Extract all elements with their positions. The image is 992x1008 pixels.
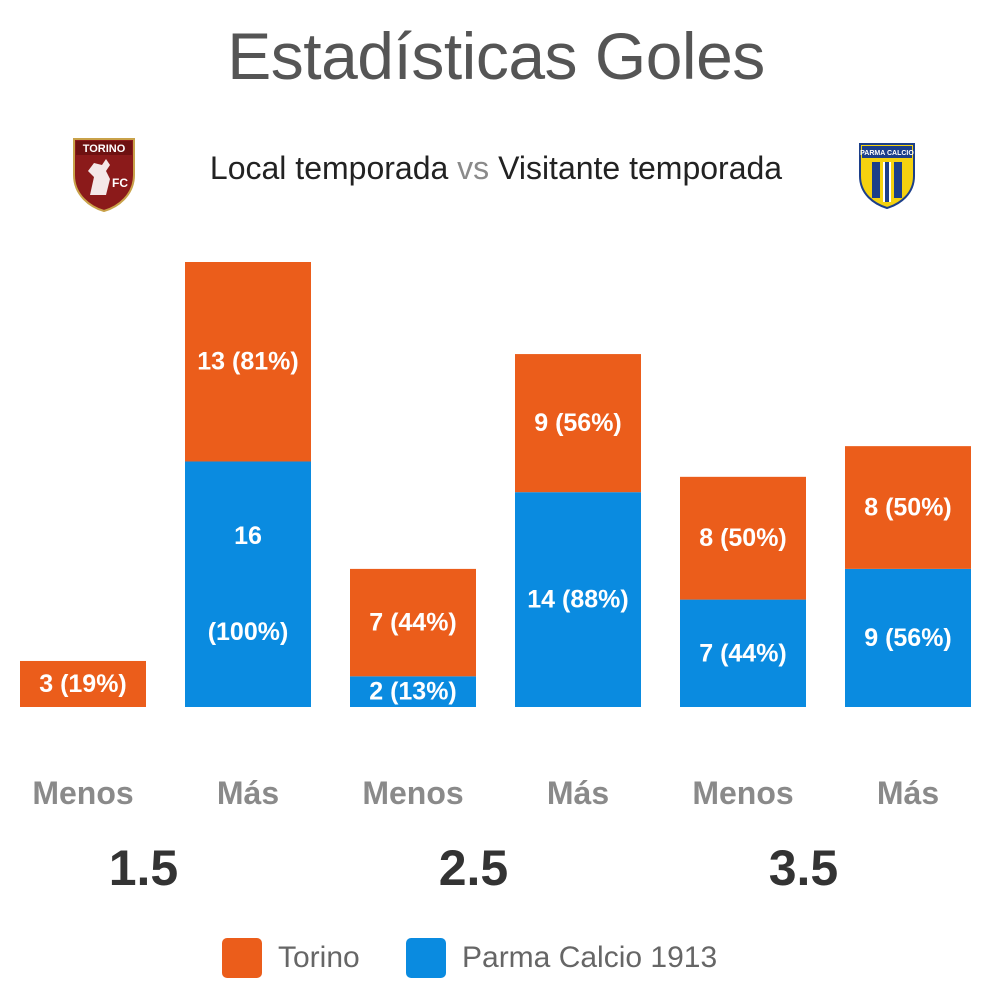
- bar-labels-layer: 3 (19%) 13 (81%) 16 (100%) 7 (44%) 2 (13%) 9 (…: [39, 348, 952, 706]
- bar-label-torino-3: 9 (56%): [534, 409, 622, 437]
- legend-swatch-torino: [222, 938, 262, 978]
- bar-label-torino-4: 8 (50%): [699, 524, 787, 552]
- category-labels-layer: Menos Más Menos Más Menos Más: [32, 775, 939, 811]
- bar-torino-4: [680, 476, 806, 600]
- category-label-0: Menos: [32, 775, 133, 811]
- parma-calcio-crest-icon: PARMA CALCIO: [859, 143, 915, 210]
- chart-subtitle: Local temporada vs Visitante temporada: [0, 150, 992, 187]
- bar-torino-5: [845, 446, 971, 569]
- bar-label-parma-3: 14 (88%): [527, 586, 628, 614]
- legend-label-torino: Torino: [278, 941, 360, 974]
- bar-label-parma-1: 16 (100%): [208, 522, 289, 646]
- bar-label-parma-4: 7 (44%): [699, 639, 787, 667]
- bar-label-parma-5: 9 (56%): [864, 624, 952, 652]
- subtitle-away: Visitante temporada: [498, 150, 783, 186]
- category-label-4: Menos: [692, 775, 793, 811]
- legend: Torino Parma Calcio 1913: [0, 932, 992, 984]
- legend-item-parma: Parma Calcio 1913: [406, 932, 717, 984]
- group-labels-layer: 1.5 2.5 3.5: [109, 840, 839, 896]
- bar-torino-0: [20, 660, 146, 707]
- bar-torino-2: [350, 568, 476, 677]
- parma-crest-text: PARMA CALCIO: [860, 150, 914, 157]
- category-label-3: Más: [547, 775, 609, 811]
- group-label-0: 1.5: [109, 840, 179, 896]
- torino-crest-text: TORINO: [83, 143, 126, 155]
- subtitle-home: Local temporada: [209, 150, 449, 186]
- bar-label-parma-2: 2 (13%): [369, 678, 457, 706]
- bar-parma-3: [515, 492, 641, 707]
- legend-label-parma: Parma Calcio 1913: [462, 941, 718, 974]
- bar-parma-4: [680, 599, 806, 707]
- legend-item-torino: Torino: [222, 932, 360, 984]
- subtitle-vs: vs: [457, 150, 490, 186]
- bar-parma-1: [185, 461, 311, 707]
- bar-torino-3: [515, 354, 641, 493]
- category-label-1: Más: [217, 775, 279, 811]
- group-label-1: 2.5: [439, 840, 509, 896]
- torino-fc-crest-icon: TORINO FC: [73, 138, 135, 213]
- bar-torino-1: [185, 262, 311, 462]
- bar-parma-2: [350, 676, 476, 707]
- legend-swatch-parma: [406, 938, 446, 978]
- stacked-bar-chart: 3 (19%) 13 (81%) 16 (100%) 7 (44%) 2 (13%) 9 (…: [20, 262, 971, 896]
- bars-layer: [20, 262, 971, 707]
- bar-label-torino-2: 7 (44%): [369, 609, 457, 637]
- torino-crest-subtext: FC: [112, 176, 128, 190]
- bar-label-torino-0: 3 (19%): [39, 670, 127, 698]
- category-label-2: Menos: [362, 775, 463, 811]
- group-label-2: 3.5: [769, 840, 839, 896]
- bar-parma-5: [845, 568, 971, 707]
- bar-label-torino-5: 8 (50%): [864, 494, 952, 522]
- chart-title: Estadísticas Goles: [227, 19, 765, 93]
- category-label-5: Más: [877, 775, 939, 811]
- bar-label-torino-1: 13 (81%): [197, 348, 298, 376]
